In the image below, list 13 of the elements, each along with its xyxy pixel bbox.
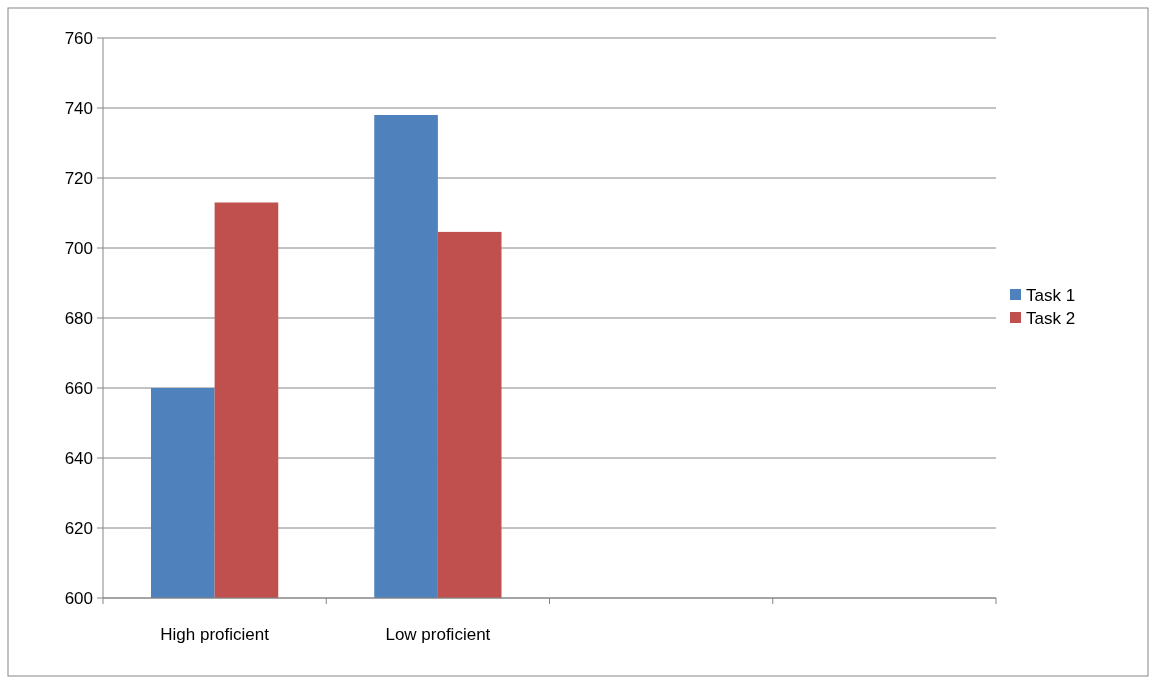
x-tick-label: High proficient	[160, 625, 270, 644]
y-tick-label: 660	[64, 378, 93, 398]
y-tick-label: 740	[64, 98, 93, 118]
x-tick-label: Low proficient	[385, 625, 491, 644]
y-tick-label: 760	[64, 28, 93, 48]
legend-label: Task 1	[1026, 285, 1076, 305]
y-tick-label: 680	[64, 308, 93, 328]
y-tick-label: 640	[64, 448, 93, 468]
y-tick-label: 700	[64, 238, 93, 258]
legend-label: Task 2	[1026, 308, 1076, 328]
y-tick-label: 620	[64, 518, 93, 538]
y-tick-label: 600	[64, 588, 93, 608]
y-tick-label: 720	[64, 168, 93, 188]
